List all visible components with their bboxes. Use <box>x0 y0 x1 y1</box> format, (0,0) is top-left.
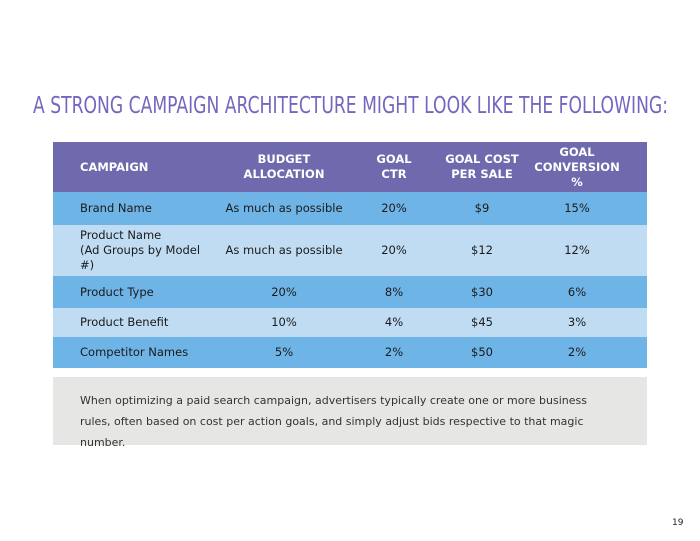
table-cell: $30 <box>435 276 529 308</box>
cell-text: $12 <box>471 243 493 257</box>
cell-text: $45 <box>471 315 493 329</box>
table-cell: Competitor Names <box>53 337 215 368</box>
cell-text: 6% <box>567 284 587 299</box>
cell-text: As much as possible <box>225 201 343 215</box>
table-cell: 3% <box>529 308 647 337</box>
table-row: Brand Name As much as possible 20% $9 15% <box>53 192 647 225</box>
cell-text: Competitor Names <box>80 345 189 359</box>
cell-text: 3% <box>567 315 587 329</box>
cell-text: $9 <box>474 201 490 215</box>
cell-text: 5% <box>274 345 294 359</box>
cell-text: PER SALE <box>451 167 513 181</box>
cell-text: 2% <box>384 345 404 359</box>
table-cell: Product Name (Ad Groups by Model #) <box>53 225 215 276</box>
table-cell: $12 <box>435 225 529 276</box>
header-cell: CAMPAIGN <box>53 142 215 192</box>
table-body: Brand Name As much as possible 20% $9 15% Pro… <box>53 192 647 368</box>
cell-text: CONVERSION % <box>534 159 620 189</box>
cell-text: Product Benefit <box>80 315 169 329</box>
page-number: 19 <box>672 518 684 528</box>
cell-text: GOAL <box>559 144 595 159</box>
cell-text: Brand Name <box>80 201 152 215</box>
table-cell: As much as possible <box>215 225 353 276</box>
table-cell: 20% <box>353 225 435 276</box>
table-cell: 4% <box>353 308 435 337</box>
cell-text: 10% <box>271 315 297 329</box>
table-cell: 10% <box>215 308 353 337</box>
cell-text: 20% <box>271 284 297 299</box>
table-cell: 12% <box>529 225 647 276</box>
cell-text: Product Type <box>80 284 154 299</box>
cell-text: $30 <box>471 284 493 299</box>
table-cell: $45 <box>435 308 529 337</box>
header-cell: GOAL COST PER SALE <box>435 142 529 192</box>
cell-text: 4% <box>384 315 404 329</box>
table-cell: 20% <box>353 192 435 225</box>
header-cell: GOAL CTR <box>353 142 435 192</box>
table-cell: Product Benefit <box>53 308 215 337</box>
cell-text: BUDGET <box>257 152 311 166</box>
cell-text: GOAL <box>376 152 412 166</box>
cell-text: CTR <box>381 167 407 181</box>
cell-text: ALLOCATION <box>243 167 325 181</box>
table-row: Competitor Names 5% 2% $50 2% <box>53 337 647 368</box>
table-cell: 20% <box>215 276 353 308</box>
header-cell: BUDGET ALLOCATION <box>215 142 353 192</box>
table-cell: $50 <box>435 337 529 368</box>
table-cell: 2% <box>353 337 435 368</box>
table-cell: As much as possible <box>215 192 353 225</box>
cell-text: 15% <box>564 201 590 215</box>
page-title: A STRONG CAMPAIGN ARCHITECTURE MIGHT LOO… <box>33 93 668 119</box>
table-cell: 5% <box>215 337 353 368</box>
cell-text: 2% <box>567 345 587 359</box>
cell-text: (Ad Groups by Model #) <box>80 243 201 272</box>
table-cell: 6% <box>529 276 647 308</box>
cell-text: CAMPAIGN <box>80 159 149 174</box>
header-cell: GOAL CONVERSION % <box>529 142 647 192</box>
table-cell: 8% <box>353 276 435 308</box>
note-box: When optimizing a paid search campaign, … <box>53 377 647 449</box>
cell-text: Product Name <box>80 228 162 242</box>
table-row: Product Type 20% 8% $30 6% <box>53 276 647 308</box>
table-cell: 15% <box>529 192 647 225</box>
table-cell: 2% <box>529 337 647 368</box>
cell-text: 20% <box>381 201 407 215</box>
cell-text: 20% <box>381 243 407 257</box>
cell-text: $50 <box>471 345 493 359</box>
title-area: A STRONG CAMPAIGN ARCHITECTURE MIGHT LOO… <box>33 93 668 119</box>
table-row: Product Name (Ad Groups by Model #) As muc… <box>53 225 647 276</box>
cell-text: 8% <box>384 284 404 299</box>
header-row: CAMPAIGN BUDGET ALLOCATION GOAL CTR GOAL COST… <box>53 142 647 192</box>
table-cell: $9 <box>435 192 529 225</box>
table-cell: Product Type <box>53 276 215 308</box>
cell-text: As much as possible <box>225 243 343 257</box>
cell-text: 12% <box>564 243 590 257</box>
cell-text: GOAL COST <box>445 152 519 166</box>
table-row: Product Benefit 10% 4% $45 3% <box>53 308 647 337</box>
table-cell: Brand Name <box>53 192 215 225</box>
campaign-table: CAMPAIGN BUDGET ALLOCATION GOAL CTR GOAL COST… <box>53 142 647 368</box>
